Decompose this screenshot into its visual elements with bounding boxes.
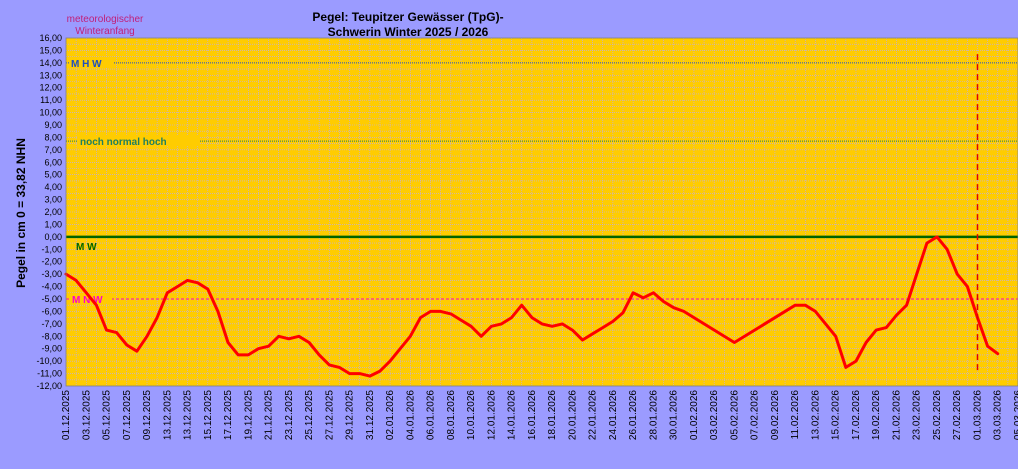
x-tick-label: 09.02.2026 (770, 390, 781, 440)
y-tick-label: 10,00 (39, 108, 62, 118)
corner-note-line-1: meteorologischer (67, 14, 144, 25)
x-tick-label: 01.12.2025 (61, 390, 72, 440)
y-tick-label: 12,00 (39, 83, 62, 93)
x-tick-label: 05.12.2025 (102, 390, 113, 440)
x-tick-label: 21.12.2025 (264, 390, 275, 440)
x-tick-label: 07.02.2026 (750, 390, 761, 440)
x-tick-label: 31.12.2025 (365, 390, 376, 440)
y-tick-label: 5,00 (44, 170, 62, 180)
x-tick-label: 17.12.2025 (223, 390, 234, 440)
x-tick-label: 10.01.2026 (466, 390, 477, 440)
y-tick-label: 15,00 (39, 45, 62, 55)
y-tick-label: -10,00 (36, 356, 62, 366)
x-tick-label: 07.12.2025 (122, 390, 133, 440)
y-tick-label: 16,00 (39, 33, 62, 43)
x-tick-label: 19.12.2025 (243, 390, 254, 440)
reference-line-mnw-label: M N W (72, 295, 103, 306)
x-tick-label: 17.02.2026 (851, 390, 862, 440)
x-tick-label: 09.12.2025 (142, 390, 153, 440)
x-tick-label: 15.12.2025 (203, 390, 214, 440)
y-tick-label: 9,00 (44, 120, 62, 130)
x-tick-label: 14.01.2026 (507, 390, 518, 440)
x-tick-label: 13.12.2025 (183, 390, 194, 440)
x-tick-label: 02.01.2026 (385, 390, 396, 440)
y-tick-label: 8,00 (44, 132, 62, 142)
x-tick-label: 03.12.2025 (81, 390, 92, 440)
x-tick-label: 23.12.2025 (284, 390, 295, 440)
reference-line-noch-normal-hoch-label: noch normal hoch (80, 137, 167, 148)
x-tick-label: 13.02.2026 (810, 390, 821, 440)
x-tick-label: 20.01.2026 (567, 390, 578, 440)
y-tick-label: -12,00 (36, 381, 62, 391)
y-tick-label: -5,00 (41, 294, 62, 304)
y-tick-label: 11,00 (40, 95, 62, 105)
y-tick-label: 6,00 (44, 157, 62, 167)
x-tick-label: 01.02.2026 (689, 390, 700, 440)
y-tick-label: 14,00 (39, 58, 62, 68)
y-tick-label: -7,00 (41, 319, 62, 329)
y-tick-label: 7,00 (44, 145, 62, 155)
y-tick-label: -3,00 (41, 269, 62, 279)
x-tick-label: 21.02.2026 (891, 390, 902, 440)
x-tick-label: 11.02.2026 (790, 390, 801, 440)
x-tick-label: 19.02.2026 (871, 390, 882, 440)
x-tick-label: 06.01.2026 (426, 390, 437, 440)
x-tick-label: 23.02.2026 (912, 390, 923, 440)
corner-note-line-2: Winteranfang (75, 26, 134, 37)
y-tick-label: -9,00 (41, 344, 62, 354)
y-axis-label: Pegel in cm 0 = 33,82 NHN (14, 138, 28, 288)
y-tick-label: 1,00 (44, 219, 62, 229)
chart-title: Pegel: Teupitzer Gewässer (TpG)- (312, 10, 503, 24)
y-tick-label: 4,00 (44, 182, 62, 192)
x-tick-label: 27.02.2026 (952, 390, 963, 440)
reference-line-mhw-label: M H W (71, 59, 102, 70)
y-tick-label: 3,00 (44, 195, 62, 205)
reference-line-mhw-label-bg (69, 56, 113, 68)
x-tick-label: 18.01.2026 (547, 390, 558, 440)
x-tick-label: 22.01.2026 (588, 390, 599, 440)
x-tick-label: 01.03.2026 (972, 390, 983, 440)
x-tick-label: 29.12.2025 (345, 390, 356, 440)
y-tick-label: -4,00 (41, 282, 62, 292)
y-tick-label: 13,00 (39, 70, 62, 80)
y-tick-label: -1,00 (41, 244, 62, 254)
x-tick-label: 30.01.2026 (669, 390, 680, 440)
y-tick-label: -8,00 (41, 331, 62, 341)
series-line (64, 235, 1000, 378)
y-tick-label: 2,00 (44, 207, 62, 217)
x-tick-label: 25.02.2026 (932, 390, 943, 440)
x-tick-label: 25.12.2025 (304, 390, 315, 440)
reference-line-mw-label: M W (76, 242, 97, 253)
x-tick-label: 13.12.2025 (162, 390, 173, 440)
y-tick-label: 0,00 (44, 232, 62, 242)
y-tick-label: -11,00 (37, 369, 62, 379)
chart-subtitle: Schwerin Winter 2025 / 2026 (328, 25, 489, 39)
x-tick-label: 05.02.2026 (729, 390, 740, 440)
x-tick-label: 12.01.2026 (486, 390, 497, 440)
y-tick-label: -2,00 (41, 257, 62, 267)
reference-line-noch-normal-hoch-label-bg (78, 135, 200, 147)
x-tick-label: 28.01.2026 (648, 390, 659, 440)
plot-area: M H W noch normal hoch M W M N W 16,00 15,00 1… (36, 33, 1018, 440)
y-tick-label: -6,00 (41, 306, 62, 316)
x-tick-label: 16.01.2026 (527, 390, 538, 440)
x-tick-label: 05.03.2026 (1013, 390, 1018, 440)
plot-frame (65, 37, 1018, 387)
x-tick-label: 04.01.2026 (405, 390, 416, 440)
x-tick-label: 03.02.2026 (709, 390, 720, 440)
x-tick-label: 27.12.2025 (324, 390, 335, 440)
x-tick-label: 03.03.2026 (993, 390, 1004, 440)
x-tick-label: 08.01.2026 (446, 390, 457, 440)
x-tick-label: 15.02.2026 (831, 390, 842, 440)
x-tick-label: 24.01.2026 (608, 390, 619, 440)
x-tick-label: 26.01.2026 (628, 390, 639, 440)
